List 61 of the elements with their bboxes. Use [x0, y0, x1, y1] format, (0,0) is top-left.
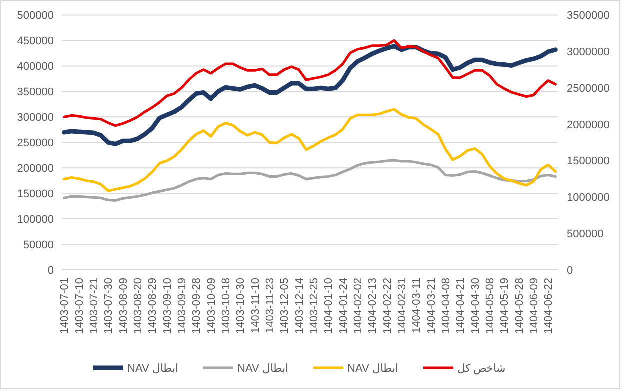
line-series	[63, 39, 557, 128]
x-tick-label: 1404-02-13	[367, 278, 380, 334]
x-tick-label: 1404-05-19	[499, 278, 512, 334]
x-tick-label: 1404-01-24	[338, 278, 350, 334]
x-tick-label: 1404-05-28	[514, 278, 526, 334]
x-tick-label: 1404-03-21	[426, 278, 438, 334]
line-series	[63, 108, 557, 192]
x-tick-label: 1403-08-09	[118, 278, 130, 334]
y-tick-label: 150000	[17, 188, 54, 200]
legend-label: NAV ابطال	[238, 362, 288, 375]
x-tick-label: 1404-02-22	[382, 278, 394, 334]
x-tick-label: 1403-12-25	[308, 278, 321, 334]
x-tick-label: 1404-01-10	[323, 278, 336, 334]
x-tick-label: 1403-10-18	[220, 278, 233, 334]
x-tick-label: 1403-07-01	[59, 278, 72, 334]
y-tick-label: 450000	[17, 36, 54, 48]
x-tick-label: 1403-07-30	[103, 278, 116, 334]
y-tick-label: 500000	[17, 10, 54, 22]
x-tick-label: 1404-06-09	[528, 278, 541, 334]
x-tick-label: 1403-07-21	[88, 278, 101, 334]
y-tick-label: 0	[48, 264, 54, 277]
x-tick-label: 1403-10-30	[235, 278, 248, 334]
legend-label: NAV ابطال	[128, 362, 178, 375]
x-tick-label: 1404-02-31	[396, 278, 409, 334]
line-series	[63, 159, 557, 202]
y2-tick-label: 2500000	[567, 82, 610, 95]
x-tick-label: 1403-08-20	[132, 278, 145, 334]
x-tick-label: 1403-07-10	[74, 278, 86, 334]
x-tick-label: 1403-10-09	[206, 278, 218, 334]
y-tick-label: 250000	[17, 138, 54, 150]
y2-tick-label: 3000000	[567, 46, 610, 59]
legend-label: NAV ابطال	[348, 362, 398, 375]
y2-tick-label: 1500000	[567, 156, 610, 168]
x-tick-label: 1403-11-10	[250, 278, 262, 334]
x-tick-label: 1404-04-21	[455, 278, 468, 334]
line-series	[62, 44, 558, 146]
x-tick-label: 1403-09-28	[191, 278, 204, 334]
x-tick-label: 1403-12-14	[294, 278, 306, 334]
y2-tick-label: 500000	[567, 228, 604, 240]
x-tick-label: 1403-11-23	[264, 278, 277, 334]
x-tick-label: 1403-09-10	[162, 278, 174, 334]
y-tick-label: 200000	[17, 162, 54, 175]
x-tick-label: 1404-04-08	[440, 278, 453, 334]
x-tick-label: 1404-05-08	[484, 278, 497, 334]
y2-tick-label: 2000000	[567, 119, 610, 132]
y-tick-label: 50000	[23, 239, 54, 252]
x-tick-label: 1403-08-29	[147, 278, 160, 334]
x-tick-label: 1404-03-11	[411, 278, 424, 334]
y-tick-label: 350000	[17, 86, 54, 99]
y-tick-label: 300000	[17, 112, 54, 124]
y-tick-label: 400000	[17, 61, 54, 74]
x-tick-label: 1403-12-05	[279, 278, 292, 334]
x-tick-label: 1404-04-30	[470, 278, 482, 334]
y2-tick-label: 3500000	[567, 10, 610, 22]
x-tick-label: 1404-06-22	[543, 278, 556, 334]
legend-label: شاخص کل	[458, 362, 506, 375]
y2-tick-label: 0	[567, 264, 574, 277]
x-tick-label: 1403-09-19	[176, 278, 189, 334]
y2-tick-label: 1000000	[567, 192, 610, 204]
y-tick-label: 100000	[17, 214, 54, 226]
x-tick-label: 1404-02-02	[352, 278, 365, 334]
